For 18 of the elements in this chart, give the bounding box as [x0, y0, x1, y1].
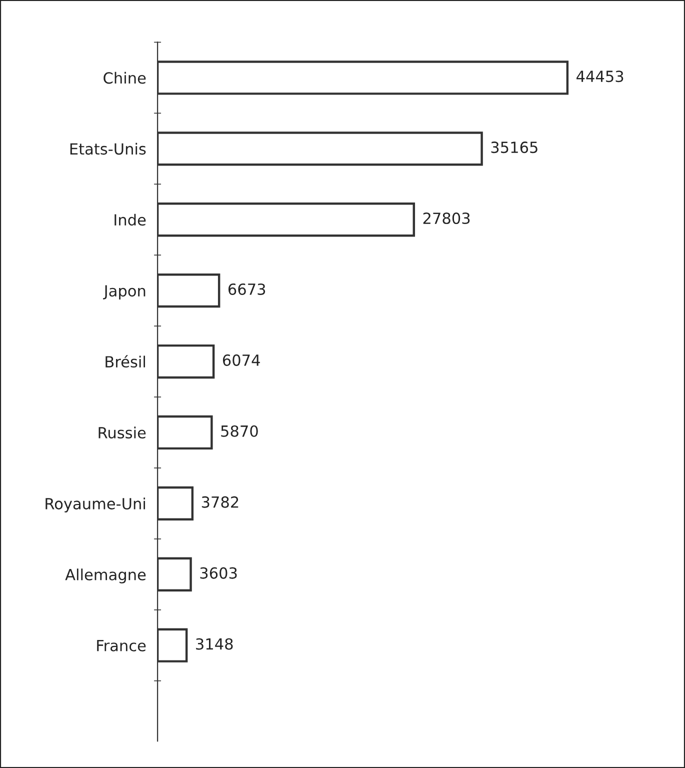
data-label: 5870	[221, 425, 258, 437]
y-tick-label: Japon	[103, 285, 146, 300]
y-tick-label: Chine	[104, 72, 146, 84]
data-label: 6673	[228, 283, 266, 296]
data-label: 27803	[423, 212, 470, 224]
data-label: 44453	[576, 70, 624, 82]
y-tick-label: Brésil	[106, 355, 146, 368]
y-tick-label: Russie	[98, 426, 146, 438]
y-tick-label: Etats-Unis	[70, 142, 146, 155]
data-label: 3603	[200, 567, 237, 579]
data-label: 6074	[222, 354, 260, 366]
data-label: 3148	[196, 638, 233, 650]
y-tick-label: France	[97, 640, 146, 652]
y-tick-label: Inde	[114, 214, 146, 226]
y-tick-label: Royaume-Uni	[46, 498, 146, 512]
data-label: 35165	[491, 142, 538, 154]
data-label: 3782	[202, 496, 238, 508]
y-tick-label: Allemagne	[65, 568, 146, 584]
